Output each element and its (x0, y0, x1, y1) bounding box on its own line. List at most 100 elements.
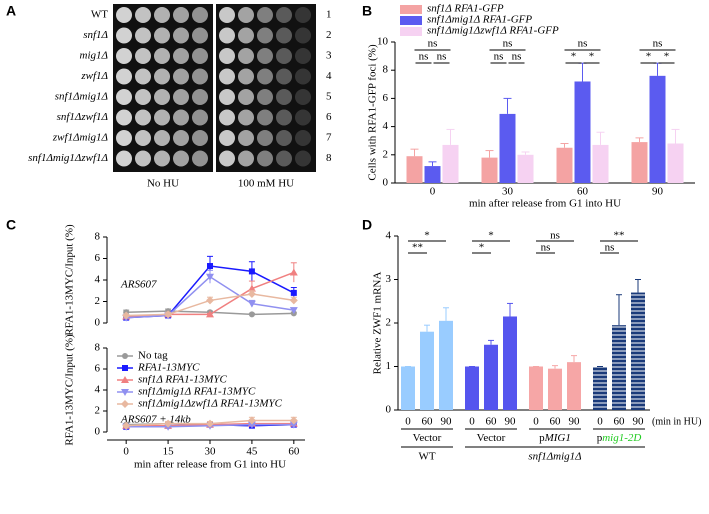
x-tick-label: 60 (614, 416, 626, 428)
panel-label: B (362, 3, 372, 19)
row-number: 3 (326, 50, 332, 62)
data-point (248, 268, 255, 275)
yeast-spot (295, 27, 311, 44)
bar (593, 366, 607, 410)
bar (420, 331, 434, 410)
panel-label: D (362, 217, 372, 233)
strain-label: zwf1Δmig1Δ (52, 132, 108, 144)
y-tick-label: 4 (95, 384, 101, 396)
yeast-spot (219, 150, 235, 167)
yeast-spot (154, 130, 170, 146)
y-tick-label: 8 (95, 342, 101, 354)
significance-label: ** (412, 242, 423, 254)
yeast-spot (154, 150, 170, 167)
data-point (206, 273, 214, 281)
x-tick-label: 15 (163, 446, 175, 458)
significance-label: * (646, 51, 652, 63)
legend-label: snf1Δmig1Δzwf1Δ RFA1-13MYC (138, 398, 283, 410)
yeast-spot (192, 89, 208, 105)
data-point (247, 416, 256, 425)
bar (401, 366, 415, 410)
yeast-spot (276, 27, 292, 44)
bar (439, 320, 453, 410)
x-tick-label: 30 (205, 446, 217, 458)
bar (631, 292, 645, 410)
row-number: 6 (326, 111, 332, 123)
bar (592, 144, 609, 183)
x-tick-label: 60 (486, 416, 498, 428)
row-number: 1 (326, 9, 332, 21)
x-tick-label: 90 (633, 416, 645, 428)
data-point (247, 421, 256, 429)
bar (631, 142, 648, 183)
bar (481, 157, 498, 183)
yeast-spot (192, 109, 208, 126)
condition-label: No HU (147, 178, 179, 190)
yeast-spot (173, 130, 189, 146)
legend-marker (122, 365, 128, 371)
row-number: 5 (326, 91, 332, 103)
yeast-spot (116, 130, 132, 146)
legend-label: snf1Δ RFA1-GFP (427, 3, 504, 15)
yeast-spot (173, 48, 189, 64)
significance-label: * (479, 242, 485, 254)
x-tick-label: 0 (123, 446, 129, 458)
row-number: 2 (326, 29, 332, 41)
yeast-spot (257, 7, 273, 23)
yeast-spot (173, 7, 189, 23)
x-unit-label: (min in HU) (652, 416, 701, 427)
significance-label: ns (512, 51, 522, 63)
yeast-spot (295, 109, 311, 126)
bar (548, 368, 562, 410)
yeast-spot (173, 89, 189, 105)
yeast-spot (154, 68, 170, 85)
bar (503, 316, 517, 410)
group-label: pmig1-2D (597, 432, 642, 444)
group-label-part: Vector (413, 432, 442, 444)
y-tick-label: 6 (95, 363, 101, 375)
yeast-spot (154, 89, 170, 105)
yeast-spot (238, 68, 254, 85)
yeast-spot (173, 27, 189, 44)
significance-label: ns (503, 38, 513, 50)
x-tick-label: 0 (597, 416, 603, 428)
x-tick-label: 60 (550, 416, 562, 428)
yeast-spot (295, 130, 311, 146)
bar (567, 362, 581, 410)
legend-marker (121, 400, 129, 408)
bar (529, 366, 543, 410)
yeast-spot (238, 27, 254, 44)
bar (667, 143, 684, 183)
strain-label: snf1Δmig1Δ (55, 91, 108, 103)
legend-marker (121, 389, 129, 396)
significance-label: * (589, 51, 595, 63)
yeast-spot (135, 27, 151, 44)
y-tick-label: 6 (383, 92, 389, 104)
significance-label: ns (494, 51, 504, 63)
row-number: 8 (326, 152, 332, 164)
legend-label: snf1Δmig1Δzwf1Δ RFA1-GFP (427, 25, 559, 37)
yeast-spot (135, 68, 151, 85)
yeast-spot (257, 89, 273, 105)
y-tick-label: 4 (95, 274, 101, 286)
group-label-part: mig1-2D (602, 432, 641, 444)
yeast-spot (276, 89, 292, 105)
yeast-spot (135, 89, 151, 105)
y-tick-label: 8 (383, 64, 389, 76)
yeast-spot (116, 48, 132, 64)
yeast-spot (276, 48, 292, 64)
strain-label: mig1Δ (80, 50, 108, 62)
y-tick-label: 2 (386, 317, 392, 329)
y-tick-label: 0 (95, 426, 101, 438)
bar (442, 144, 459, 183)
bar (484, 344, 498, 410)
significance-label: ns (437, 51, 447, 63)
x-tick-label: 60 (422, 416, 434, 428)
group-label-part: Vector (477, 432, 506, 444)
x-tick-label: 0 (533, 416, 539, 428)
yeast-spot (116, 27, 132, 44)
yeast-spot (135, 150, 151, 167)
data-point (289, 416, 298, 425)
y-tick-label: 10 (377, 36, 389, 48)
yeast-spot (295, 7, 311, 23)
